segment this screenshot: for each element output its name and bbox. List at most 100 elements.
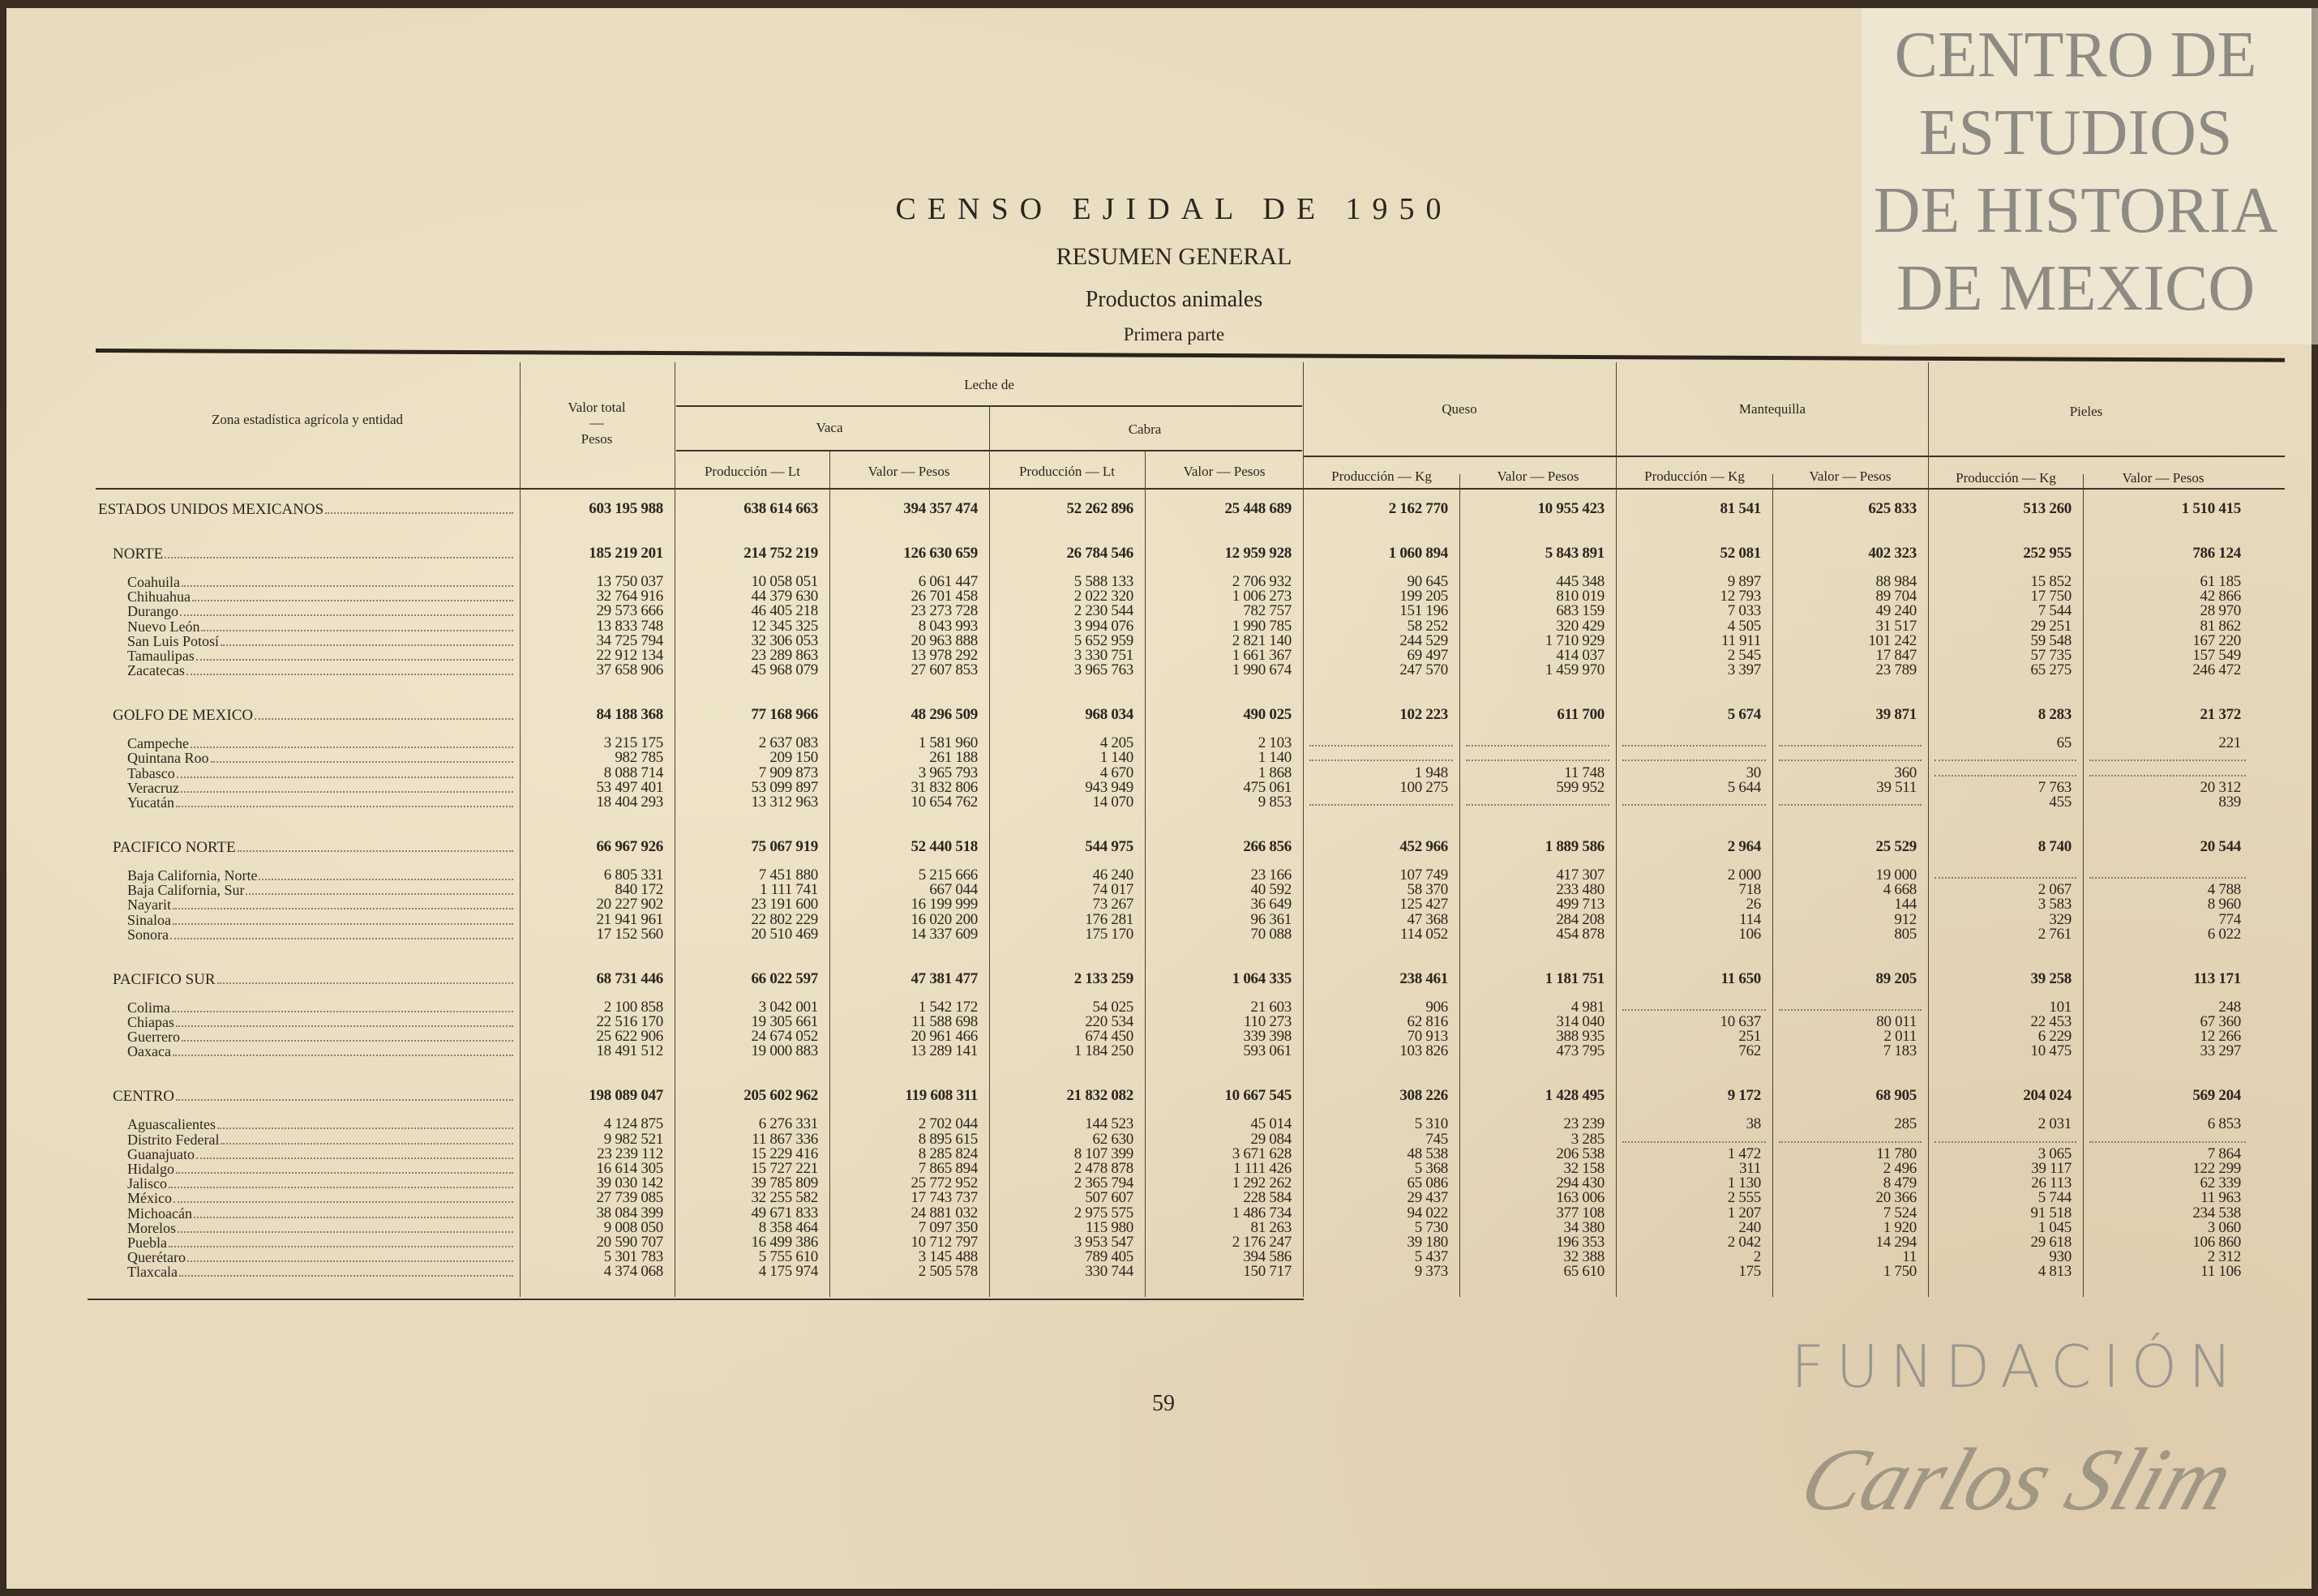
value-cell: 11 963 bbox=[2200, 1189, 2241, 1207]
header-cabra-valor: Valor — Pesos bbox=[1183, 464, 1266, 479]
value-cell: 29 437 bbox=[1407, 1189, 1449, 1207]
row-label: Yucatán bbox=[127, 794, 513, 811]
value-cell: 7 524 bbox=[1883, 1204, 1917, 1222]
value-cell: 12 959 928 bbox=[1224, 545, 1292, 562]
value-cell: 1 710 929 bbox=[1545, 631, 1605, 649]
leader-dots bbox=[172, 1043, 513, 1057]
value-cell: 248 bbox=[2218, 998, 2241, 1016]
leader-dots bbox=[178, 1220, 513, 1233]
empty-cell bbox=[1935, 765, 2076, 777]
watermark-line: ESTUDIOS bbox=[1918, 97, 2233, 169]
table-row: Campeche 3 215 175 2 637 083 1 581 960 4 205… bbox=[6, 734, 2318, 752]
row-label: Puebla bbox=[127, 1234, 513, 1251]
row-label: Baja California, Sur bbox=[127, 882, 513, 898]
value-cell: 38 084 399 bbox=[596, 1204, 663, 1222]
column-divider bbox=[1145, 451, 1146, 1297]
empty-cell bbox=[1935, 867, 2076, 879]
value-cell: 4 813 bbox=[2037, 1263, 2072, 1281]
value-cell: 20 963 888 bbox=[910, 631, 978, 649]
value-cell: 19 305 661 bbox=[751, 1013, 818, 1030]
value-cell: 21 372 bbox=[2200, 706, 2242, 724]
value-cell: 119 608 311 bbox=[905, 1087, 978, 1105]
value-cell: 20 312 bbox=[2200, 778, 2242, 796]
leader-dots bbox=[195, 1146, 513, 1159]
value-cell: 8 479 bbox=[1883, 1175, 1917, 1192]
value-cell: 19 000 bbox=[1875, 866, 1917, 884]
value-cell: 39 511 bbox=[1876, 778, 1917, 796]
value-cell: 261 188 bbox=[929, 749, 978, 767]
value-cell: 2 964 bbox=[1727, 838, 1762, 855]
value-cell: 5 437 bbox=[1414, 1248, 1449, 1266]
leader-dots bbox=[170, 926, 513, 939]
value-cell: 88 984 bbox=[1875, 573, 1917, 590]
value-cell: 452 966 bbox=[1399, 838, 1448, 855]
value-cell: 4 668 bbox=[1883, 881, 1917, 899]
table-row: Jalisco 39 030 142 39 785 809 25 772 952 2 3… bbox=[6, 1175, 2318, 1192]
value-cell: 39 030 142 bbox=[596, 1175, 663, 1192]
value-cell: 2 555 bbox=[1727, 1189, 1762, 1207]
value-cell: 17 743 737 bbox=[910, 1189, 978, 1207]
value-cell: 284 208 bbox=[1556, 910, 1605, 928]
value-cell: 4 205 bbox=[1099, 734, 1134, 752]
value-cell: 45 968 079 bbox=[751, 661, 818, 679]
value-cell: 44 379 630 bbox=[751, 588, 818, 605]
column-divider bbox=[2083, 474, 2084, 1297]
value-cell: 745 bbox=[1425, 1130, 1448, 1148]
empty-cell bbox=[1622, 794, 1766, 806]
value-cell: 252 955 bbox=[2023, 545, 2072, 562]
value-cell: 2 230 544 bbox=[1073, 602, 1134, 620]
section-title: Productos animales bbox=[1085, 287, 1263, 312]
value-cell: 89 205 bbox=[1875, 969, 1917, 987]
row-label: Distrito Federal bbox=[127, 1132, 513, 1148]
value-cell: 17 847 bbox=[1875, 647, 1917, 664]
row-label: Jalisco bbox=[127, 1175, 513, 1192]
value-cell: 1 486 734 bbox=[1232, 1204, 1292, 1222]
value-cell: 1 184 250 bbox=[1073, 1042, 1134, 1060]
row-label: Chiapas bbox=[127, 1014, 513, 1030]
value-cell: 144 523 bbox=[1085, 1115, 1133, 1133]
value-cell: 1 459 970 bbox=[1545, 661, 1605, 679]
entity-name: Quintana Roo bbox=[127, 750, 209, 767]
value-cell: 1 889 586 bbox=[1545, 838, 1605, 855]
value-cell: 360 bbox=[1894, 764, 1917, 781]
value-cell: 22 802 229 bbox=[751, 910, 818, 928]
entity-name: Coahuila bbox=[127, 574, 180, 590]
value-cell: 394 586 bbox=[1243, 1248, 1292, 1266]
value-cell: 11 650 bbox=[1720, 969, 1762, 987]
value-cell: 80 011 bbox=[1876, 1013, 1917, 1030]
header-vaca-prod: Producción — Lt bbox=[704, 464, 801, 479]
leader-dots bbox=[181, 1029, 513, 1042]
header-mant-valor: Valor — Pesos bbox=[1809, 469, 1892, 484]
value-cell: 3 042 001 bbox=[758, 998, 819, 1016]
header-rule bbox=[676, 405, 1302, 407]
value-cell: 667 044 bbox=[929, 881, 978, 899]
value-cell: 16 614 305 bbox=[596, 1160, 663, 1177]
value-cell: 13 833 748 bbox=[596, 617, 663, 635]
value-cell: 4 374 068 bbox=[603, 1263, 664, 1281]
leader-dots bbox=[255, 707, 513, 721]
value-cell: 28 970 bbox=[2200, 602, 2242, 620]
value-cell: 9 853 bbox=[1258, 794, 1292, 811]
total-row: ESTADOS UNIDOS MEXICANOS 603 195 988 638 6… bbox=[6, 501, 2318, 518]
value-cell: 29 573 666 bbox=[596, 602, 663, 620]
value-cell: 23 191 600 bbox=[751, 896, 818, 914]
value-cell: 3 965 763 bbox=[1073, 661, 1134, 679]
value-cell: 388 935 bbox=[1556, 1028, 1605, 1046]
value-cell: 3 060 bbox=[2207, 1218, 2242, 1236]
leader-dots bbox=[172, 896, 513, 910]
value-cell: 782 757 bbox=[1243, 602, 1292, 620]
leader-dots bbox=[221, 633, 513, 646]
value-cell: 163 006 bbox=[1556, 1189, 1605, 1207]
leader-dots bbox=[176, 765, 513, 778]
value-cell: 13 289 141 bbox=[910, 1042, 978, 1060]
value-cell: 2 067 bbox=[2037, 881, 2072, 899]
value-cell: 10 637 bbox=[1720, 1013, 1762, 1030]
value-cell: 1 472 bbox=[1727, 1145, 1762, 1162]
value-cell: 5 644 bbox=[1727, 778, 1762, 796]
value-cell: 73 267 bbox=[1092, 896, 1134, 914]
value-cell: 27 607 853 bbox=[910, 661, 978, 679]
value-cell: 455 bbox=[2049, 794, 2072, 811]
value-cell: 9 982 521 bbox=[603, 1130, 664, 1148]
value-cell: 18 491 512 bbox=[596, 1042, 663, 1060]
value-cell: 204 024 bbox=[2023, 1087, 2072, 1105]
